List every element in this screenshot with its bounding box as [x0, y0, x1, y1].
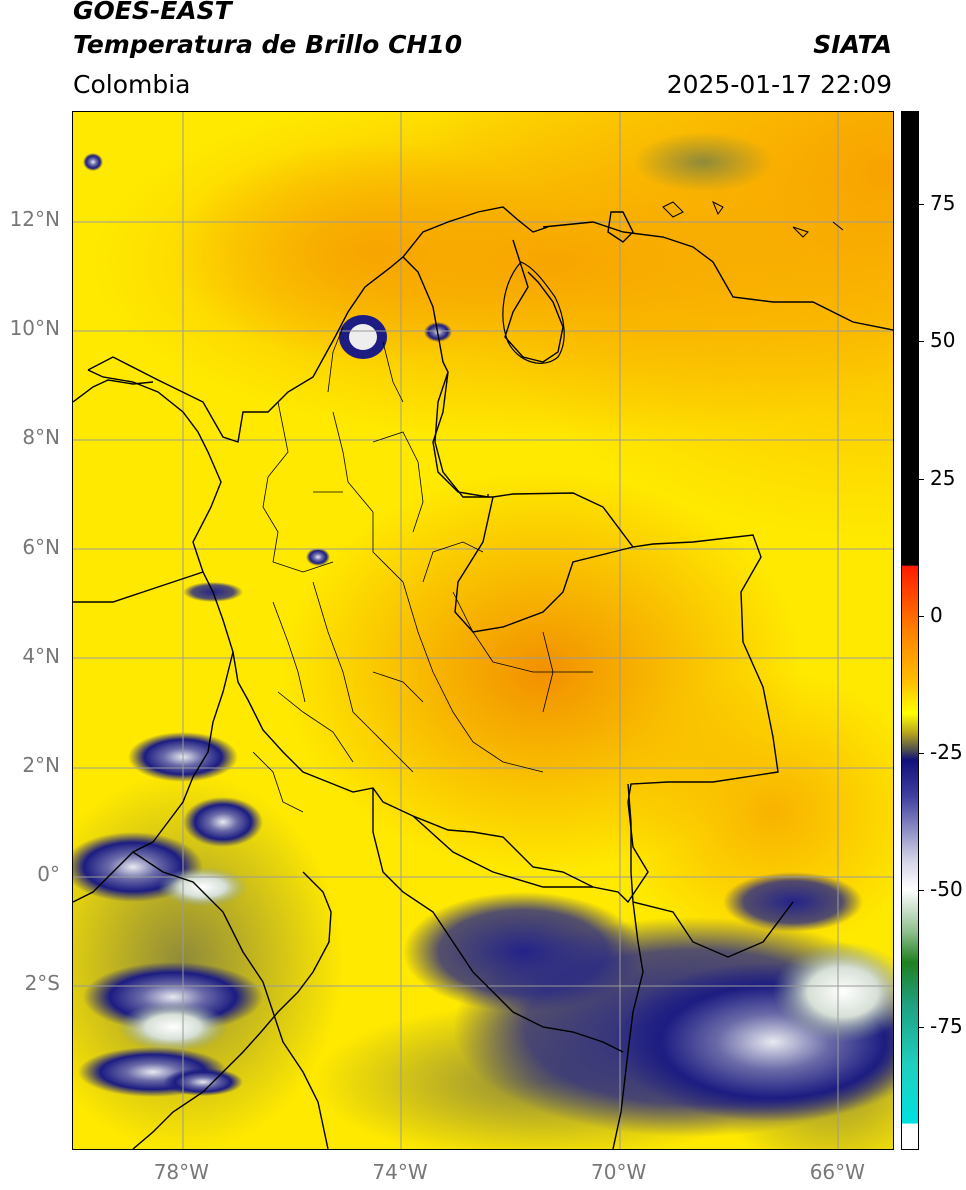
timestamp-label: 2025-01-17 22:09 [666, 70, 892, 99]
cloud-cluster-putumayo [403, 892, 643, 1012]
graticule [73, 112, 893, 1149]
lon-label-2: 70°W [591, 1160, 647, 1184]
colorbar-label-3: 0 [930, 602, 943, 627]
colorbar-label-2: 25 [930, 465, 956, 490]
brightness-temperature-map [73, 112, 893, 1149]
colorbar-label-0: 75 [930, 191, 956, 216]
lake-maracaibo [502, 261, 565, 364]
chart-title-satellite: GOES-EAST [73, 0, 232, 25]
lon-label-1: 74°W [372, 1160, 428, 1184]
map-panel[interactable] [72, 111, 894, 1150]
cloud-cluster-amazon-top [773, 942, 893, 1042]
caribbean-islands [662, 200, 844, 238]
colorbar-label-6: -75 [930, 1014, 963, 1039]
cloud-caribbean [83, 153, 103, 171]
colorbar-tick-1 [918, 341, 924, 343]
lat-label-6: 0° [37, 862, 60, 887]
department-lines [252, 326, 593, 813]
colorbar-tick-2 [918, 478, 924, 480]
cloud-ecuador-1-top [118, 1002, 228, 1052]
colorbar-scale [902, 112, 918, 1149]
colorbar-tick-4 [918, 752, 924, 754]
boundaries [73, 206, 893, 1149]
colorbar [901, 111, 919, 1150]
lat-label-1: 10°N [9, 316, 60, 341]
region-label: Colombia [73, 70, 191, 99]
colorbar-label-1: 50 [930, 328, 956, 353]
lat-label-0: 12°N [9, 207, 60, 232]
lon-label-3: 66°W [809, 1160, 865, 1184]
colorbar-tick-5 [918, 890, 924, 892]
warm-region-caribbean [173, 142, 573, 362]
lat-label-2: 8°N [22, 425, 60, 450]
lon-label-0: 78°W [153, 1160, 209, 1184]
cloud-cordillera [306, 548, 330, 566]
chart-title-product: Temperatura de Brillo CH10 [73, 30, 463, 59]
colorbar-label-4: -25 [930, 739, 963, 764]
cloud-pacific-2 [183, 797, 263, 847]
lat-label-7: 2°S [24, 971, 60, 996]
lat-label-5: 2°N [22, 752, 60, 777]
lat-label-4: 4°N [22, 643, 60, 668]
colorbar-tick-6 [918, 1027, 924, 1029]
cloud-pacific-3-top [158, 867, 248, 907]
olive-region-north-cloud [633, 132, 773, 192]
colorbar-tick-3 [918, 615, 924, 617]
colorbar-tick-0 [918, 204, 924, 206]
cloud-catatumbo-core [349, 324, 377, 350]
colorbar-label-5: -50 [930, 877, 963, 902]
lat-label-3: 6°N [22, 534, 60, 559]
brand-label: SIATA [813, 30, 892, 59]
